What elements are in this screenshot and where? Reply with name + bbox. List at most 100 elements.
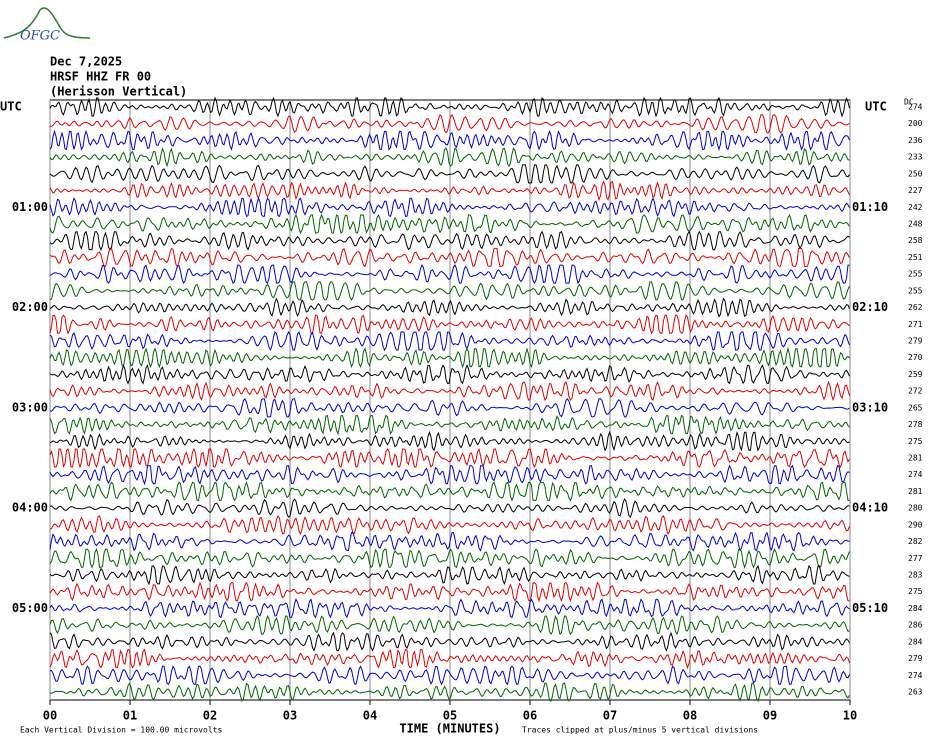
left-row-label: 04:00 xyxy=(12,501,48,515)
x-tick-label: 00 xyxy=(43,709,57,723)
trace xyxy=(49,196,850,218)
trace xyxy=(49,430,850,452)
trace xyxy=(49,180,850,202)
dc-value: 281 xyxy=(908,487,923,496)
left-row-label: 02:00 xyxy=(12,300,48,314)
dc-value: 250 xyxy=(908,169,923,178)
trace xyxy=(49,598,850,619)
trace xyxy=(49,481,850,502)
dc-value: 265 xyxy=(908,403,923,412)
trace xyxy=(49,665,850,686)
trace xyxy=(49,230,850,251)
right-row-label: 05:10 xyxy=(852,601,888,615)
title-line: Dec 7,2025 xyxy=(50,55,122,69)
dc-value: 281 xyxy=(908,454,923,463)
dc-value: 248 xyxy=(908,220,923,229)
dc-value: 280 xyxy=(908,504,923,513)
dc-value: 277 xyxy=(908,554,923,563)
trace xyxy=(49,398,850,418)
trace xyxy=(49,447,850,469)
trace xyxy=(49,631,850,652)
trace xyxy=(49,330,850,352)
trace xyxy=(49,264,850,285)
x-tick-label: 02 xyxy=(203,709,217,723)
dc-value: 233 xyxy=(908,153,923,162)
trace xyxy=(49,464,850,486)
right-axis-title: UTC xyxy=(865,100,887,114)
title-line: (Herisson Vertical) xyxy=(50,85,187,99)
trace xyxy=(49,96,850,118)
trace xyxy=(49,129,850,152)
x-tick-label: 07 xyxy=(603,709,617,723)
dc-value: 270 xyxy=(908,353,923,362)
dc-title: DC xyxy=(904,98,914,107)
trace xyxy=(49,531,850,552)
trace xyxy=(49,346,850,369)
title-line: HRSF HHZ FR 00 xyxy=(50,70,151,84)
dc-value: 274 xyxy=(908,470,923,479)
dc-value: 284 xyxy=(908,637,923,646)
logo: OFGC xyxy=(20,29,60,44)
trace xyxy=(49,281,850,301)
dc-value: 255 xyxy=(908,270,923,279)
dc-value: 200 xyxy=(908,119,923,128)
dc-value: 283 xyxy=(908,571,923,580)
dc-value: 255 xyxy=(908,286,923,295)
trace xyxy=(49,581,850,603)
x-tick-label: 08 xyxy=(683,709,697,723)
trace xyxy=(49,564,850,586)
trace xyxy=(49,682,850,703)
dc-value: 274 xyxy=(908,671,923,680)
dc-value: 259 xyxy=(908,370,923,379)
footer-right: Traces clipped at plus/minus 5 vertical … xyxy=(522,726,758,735)
right-row-label: 01:10 xyxy=(852,200,888,214)
dc-value: 251 xyxy=(908,253,923,262)
dc-value: 236 xyxy=(908,136,923,145)
left-row-label: 01:00 xyxy=(12,200,48,214)
dc-value: 279 xyxy=(908,337,923,346)
trace xyxy=(49,380,850,402)
dc-value: 271 xyxy=(908,320,923,329)
trace xyxy=(49,247,850,268)
left-row-label: 03:00 xyxy=(12,400,48,414)
dc-value: 262 xyxy=(908,303,923,312)
trace xyxy=(49,514,850,536)
x-tick-label: 10 xyxy=(843,709,857,723)
x-tick-label: 03 xyxy=(283,709,297,723)
dc-value: 227 xyxy=(908,186,923,195)
right-row-label: 02:10 xyxy=(852,300,888,314)
dc-value: 279 xyxy=(908,654,923,663)
x-tick-label: 09 xyxy=(763,709,777,723)
dc-value: 282 xyxy=(908,537,923,546)
left-axis-title: UTC xyxy=(0,100,22,114)
trace xyxy=(49,213,850,235)
right-row-label: 03:10 xyxy=(852,400,888,414)
trace xyxy=(49,147,850,168)
dc-value: 263 xyxy=(908,688,923,697)
x-axis-title: TIME (MINUTES) xyxy=(399,722,500,736)
x-tick-label: 04 xyxy=(363,709,377,723)
dc-value: 286 xyxy=(908,621,923,630)
x-tick-label: 06 xyxy=(523,709,537,723)
trace xyxy=(49,164,850,184)
dc-value: 275 xyxy=(908,587,923,596)
trace xyxy=(49,297,850,318)
trace xyxy=(49,414,850,436)
dc-value: 274 xyxy=(908,103,923,112)
right-row-label: 04:10 xyxy=(852,501,888,515)
trace xyxy=(49,614,850,636)
dc-value: 278 xyxy=(908,420,923,429)
trace xyxy=(49,314,850,335)
logo-curve xyxy=(3,7,91,39)
x-tick-label: 01 xyxy=(123,709,137,723)
dc-value: 272 xyxy=(908,387,923,396)
trace xyxy=(49,114,850,134)
trace xyxy=(49,547,850,569)
dc-value: 290 xyxy=(908,520,923,529)
dc-value: 284 xyxy=(908,604,923,613)
footer-left: Each Vertical Division = 100.00 microvol… xyxy=(20,726,222,735)
dc-value: 242 xyxy=(908,203,923,212)
trace xyxy=(49,498,850,519)
dc-value: 258 xyxy=(908,236,923,245)
